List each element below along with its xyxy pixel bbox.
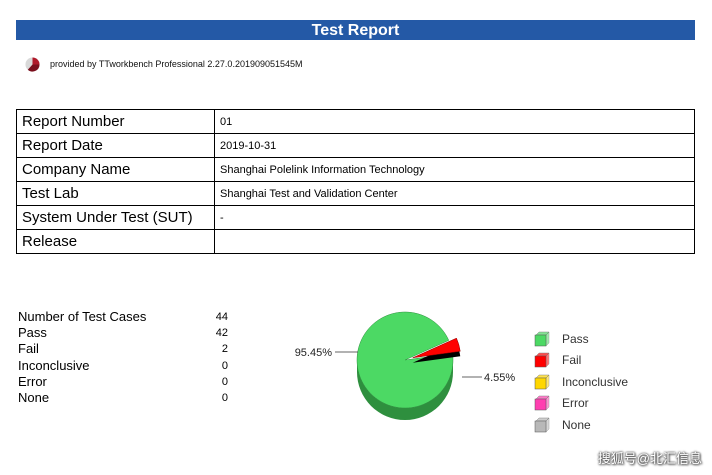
stat-row: Fail 2 xyxy=(18,341,228,357)
legend-label: Fail xyxy=(562,353,582,368)
info-row: Report Date 2019-10-31 xyxy=(16,133,695,158)
info-value: 2019-10-31 xyxy=(214,133,695,158)
info-row: Report Number 01 xyxy=(16,109,695,134)
pie-data-label: 95.45% xyxy=(295,347,333,359)
pie-slice-fail xyxy=(412,337,461,359)
stat-label: Number of Test Cases xyxy=(18,309,147,324)
pie-depth xyxy=(357,360,453,420)
pie-slice-pass xyxy=(356,311,454,409)
legend-item: Pass xyxy=(534,328,628,350)
legend-label: None xyxy=(562,417,591,432)
stat-label: None xyxy=(18,389,50,405)
stat-label: Error xyxy=(18,373,47,389)
info-label: Release xyxy=(16,229,215,254)
legend-item: None xyxy=(534,414,628,436)
info-row: System Under Test (SUT) - xyxy=(16,205,695,230)
legend-label: Error xyxy=(562,396,589,411)
info-row: Company Name Shanghai Polelink Informatio… xyxy=(16,157,695,182)
legend-item: Fail xyxy=(534,350,628,372)
info-label: Test Lab xyxy=(16,181,215,206)
info-value: - xyxy=(214,205,695,230)
test-statistics: Number of Test Cases 44 Pass 42 Fail 2 Inconcl… xyxy=(18,309,228,406)
stat-row: Inconclusive 0 xyxy=(18,358,228,374)
stat-value: 0 xyxy=(221,391,228,404)
legend-swatch xyxy=(534,352,550,368)
pie-data-label: 4.55% xyxy=(484,372,515,384)
result-pie-chart: 95.45% 4.55% xyxy=(295,311,515,420)
stat-label: Fail xyxy=(18,341,39,357)
stat-label: Inconclusive xyxy=(18,357,90,373)
stat-value: 0 xyxy=(221,359,228,372)
legend-swatch xyxy=(534,395,550,411)
info-value: 01 xyxy=(214,109,695,134)
legend-item: Inconclusive xyxy=(534,371,628,393)
provider-line: provided by TTworkbench Professional 2.2… xyxy=(25,56,303,72)
legend-label: Inconclusive xyxy=(562,374,629,389)
legend-label: Pass xyxy=(562,331,589,346)
info-label: System Under Test (SUT) xyxy=(16,205,215,230)
info-value xyxy=(214,229,695,254)
stat-label: Pass xyxy=(18,325,47,341)
stat-row: Error 0 xyxy=(18,374,228,390)
provider-text: provided by TTworkbench Professional 2.2… xyxy=(50,59,303,69)
stat-value: 44 xyxy=(215,311,228,323)
legend-swatch xyxy=(534,374,550,390)
ttworkbench-logo-icon xyxy=(25,56,40,72)
info-row: Release xyxy=(16,229,695,254)
legend-swatch xyxy=(534,417,550,433)
stat-value: 2 xyxy=(221,343,228,356)
stat-row: Pass 42 xyxy=(18,325,228,341)
report-title: Test Report xyxy=(16,20,695,40)
info-row: Test Lab Shanghai Test and Validation Cen… xyxy=(16,181,695,206)
stat-row: None 0 xyxy=(18,390,228,406)
info-value: Shanghai Polelink Information Technology xyxy=(214,157,695,182)
stat-row: Number of Test Cases 44 xyxy=(18,309,228,325)
stat-value: 42 xyxy=(215,327,228,340)
info-label: Report Number xyxy=(16,109,215,134)
legend-swatch xyxy=(534,331,550,347)
info-label: Report Date xyxy=(16,133,215,158)
chart-legend: Pass Fail Inconclusive Error None xyxy=(534,328,628,436)
legend-item: Error xyxy=(534,393,628,415)
info-value: Shanghai Test and Validation Center xyxy=(214,181,695,206)
report-info-table: Report Number 01 Report Date 2019-10-31 Comp… xyxy=(16,109,695,254)
stat-value: 0 xyxy=(221,375,228,388)
watermark: 搜狐号@北汇信息 xyxy=(597,451,702,466)
info-label: Company Name xyxy=(16,157,215,182)
